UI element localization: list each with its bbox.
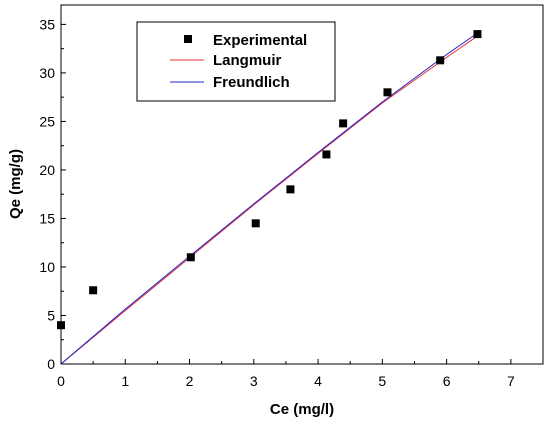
experimental-point: [286, 185, 295, 194]
x-tick-label: 6: [443, 373, 451, 389]
y-tick-label: 0: [47, 356, 55, 372]
x-tick-label: 0: [57, 373, 65, 389]
experimental-point: [186, 253, 195, 262]
experimental-point: [251, 219, 260, 228]
legend-label-experimental: Experimental: [213, 32, 307, 49]
y-tick-label: 15: [39, 210, 55, 226]
y-axis-title: Qe (mg/g): [7, 149, 24, 219]
y-tick-label: 5: [47, 307, 55, 323]
plot-frame: [60, 4, 544, 365]
y-tick-label: 10: [39, 259, 55, 275]
langmuir-fit-line: [60, 35, 478, 365]
x-axis-ticks: 0 1 2 3 4 5 6 7: [57, 359, 515, 389]
legend-marker-experimental: [184, 35, 192, 43]
y-tick-label: 20: [39, 162, 55, 178]
fit-lines: [60, 32, 478, 365]
y-axis-ticks: 0 5 10 15 20 25 30 35: [39, 16, 66, 372]
x-tick-label: 4: [314, 373, 322, 389]
experimental-points: [57, 30, 482, 330]
experimental-point: [89, 286, 98, 295]
legend-label-langmuir: Langmuir: [213, 52, 281, 69]
x-tick-label: 2: [186, 373, 194, 389]
freundlich-fit-line: [60, 32, 478, 365]
experimental-point: [339, 119, 348, 128]
x-tick-label: 5: [378, 373, 386, 389]
legend: Experimental Langmuir Freundlich: [136, 21, 336, 102]
experimental-point: [473, 30, 482, 39]
x-tick-label: 1: [121, 373, 129, 389]
x-tick-label: 3: [250, 373, 258, 389]
legend-label-freundlich: Freundlich: [213, 74, 290, 91]
x-axis-title: Ce (mg/l): [270, 401, 334, 418]
y-tick-label: 30: [39, 65, 55, 81]
y-tick-label: 25: [39, 113, 55, 129]
experimental-point: [383, 88, 392, 97]
legend-box: [136, 21, 336, 102]
experimental-point: [57, 321, 65, 330]
experimental-point: [322, 150, 331, 159]
x-tick-label: 7: [507, 373, 515, 389]
y-tick-label: 35: [39, 16, 55, 32]
experimental-point: [436, 56, 445, 65]
